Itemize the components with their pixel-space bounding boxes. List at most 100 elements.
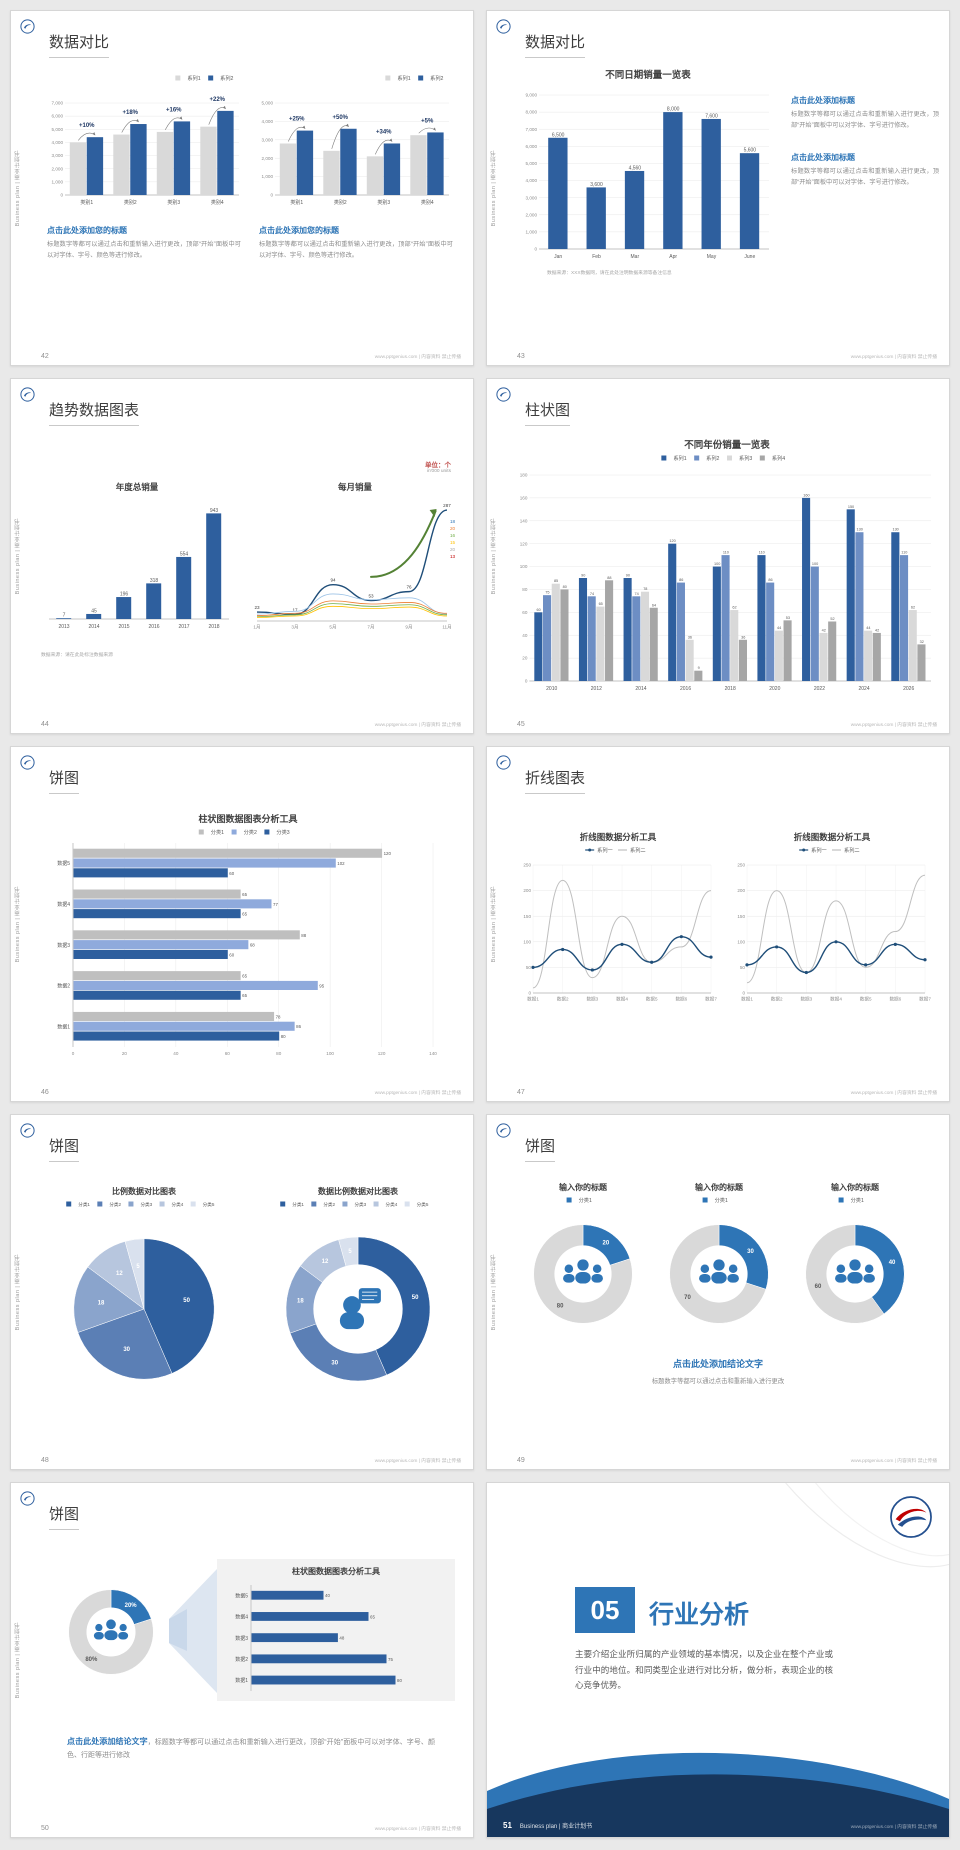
footer-site-text: www.pptgenius.com | 内容资料 禁止传播 (374, 1459, 461, 1464)
slide-46-hbar-chart[interactable]: Business plan | 商业计划书 饼图 柱状图数据图表分析工具 分类1 分… (10, 746, 474, 1102)
section-heading-row: 05 行业分析 (575, 1587, 845, 1633)
conclusion-heading: 点击此处添加结论文字 (67, 1737, 148, 1746)
slide-43-data-comparison[interactable]: Business plan | 商业计划书 数据对比 不同日期销量一览表 9,00… (486, 10, 950, 366)
page-number: 42 (41, 353, 49, 360)
text-block: 点击此处添加标题 标题数字等都可以通过点击和重新输入进行更改，顶部“开始”面板中… (791, 152, 939, 189)
svg-text:数据1: 数据1 (741, 996, 753, 1003)
svg-text:2016: 2016 (680, 686, 691, 692)
svg-text:44: 44 (866, 626, 870, 630)
svg-text:110: 110 (759, 551, 765, 555)
svg-text:数据2: 数据2 (235, 1656, 248, 1663)
svg-text:0: 0 (528, 991, 531, 996)
svg-text:类别2: 类别2 (334, 199, 347, 206)
svg-text:44: 44 (777, 626, 781, 630)
svg-text:20: 20 (603, 1240, 610, 1246)
svg-text:318: 318 (150, 578, 159, 584)
slide-side-text: Business plan | 商业计划书 (15, 885, 21, 963)
donut-chart-1: 输入你的标题 分类1 20 80 (517, 1181, 649, 1341)
section-number: 05 (575, 1587, 635, 1633)
svg-text:4,000: 4,000 (526, 178, 538, 183)
svg-text:80: 80 (276, 1051, 282, 1056)
svg-text:65: 65 (370, 1614, 375, 1619)
svg-text:类别4: 类别4 (421, 199, 434, 206)
svg-text:30: 30 (331, 1360, 338, 1366)
svg-text:120: 120 (384, 851, 392, 856)
slide-title: 折线图表 (525, 767, 586, 794)
slide-42-data-comparison[interactable]: Business plan | 商业计划书 数据对比 系列1 系列2 7,000 6,… (10, 10, 474, 366)
svg-text:40: 40 (325, 1593, 330, 1598)
svg-text:76: 76 (406, 585, 412, 590)
slide-49-donut-charts[interactable]: Business plan | 商业计划书 饼图 输入你的标题 分类1 20 80 输… (486, 1114, 950, 1470)
svg-text:65: 65 (599, 602, 603, 606)
svg-text:5月: 5月 (329, 625, 336, 631)
svg-text:类别3: 类别3 (167, 199, 180, 206)
slide-footer: 49 www.pptgenius.com | 内容资料 禁止传播 (487, 1457, 949, 1464)
svg-text:68: 68 (250, 943, 255, 948)
svg-text:数据5: 数据5 (860, 996, 872, 1003)
slide-44-trend-charts[interactable]: Business plan | 商业计划书 趋势数据图表 单位：个 in'000… (10, 378, 474, 734)
svg-text:2016: 2016 (148, 624, 159, 630)
svg-text:6,000: 6,000 (52, 114, 64, 119)
company-logo-icon (889, 1495, 933, 1539)
page-number: 43 (517, 353, 525, 360)
block-body: 标题数字等都可以通过点击和重新输入进行更改，顶部“开始”面板中可以对字体、字号进… (791, 111, 939, 129)
svg-text:5,600: 5,600 (744, 148, 757, 154)
svg-text:110: 110 (723, 551, 729, 555)
svg-text:+18%: +18% (122, 110, 138, 116)
slide-title: 数据对比 (525, 31, 586, 58)
svg-text:Feb: Feb (592, 254, 601, 260)
svg-text:+34%: +34% (376, 129, 392, 135)
slide-title: 数据对比 (49, 31, 110, 58)
footer-site-text: www.pptgenius.com | 内容资料 禁止传播 (850, 1459, 937, 1464)
svg-text:数据比例数据对比图表: 数据比例数据对比图表 (318, 1186, 399, 1196)
wave-decoration (487, 1752, 949, 1837)
logo-icon (496, 387, 511, 402)
conclusion-paragraph: 点击此处添加结论文字，标题数字等都可以通过点击和重新输入进行更改，顶部“开始”面… (67, 1735, 435, 1762)
slide-footer: 43 www.pptgenius.com | 内容资料 禁止传播 (487, 353, 949, 360)
svg-text:80: 80 (557, 1304, 564, 1310)
svg-text:May: May (707, 254, 717, 260)
svg-text:数据5: 数据5 (646, 996, 658, 1003)
svg-text:2017: 2017 (178, 624, 189, 630)
svg-text:比例数据对比图表: 比例数据对比图表 (112, 1186, 177, 1196)
svg-text:74: 74 (590, 592, 594, 596)
slide-footer: 46 www.pptgenius.com | 内容资料 禁止传播 (11, 1089, 473, 1096)
svg-text:7,000: 7,000 (52, 101, 64, 106)
slide-47-line-charts[interactable]: Business plan | 商业计划书 折线图表 折线图数据分析工具 系列一 系… (486, 746, 950, 1102)
svg-text:数据7: 数据7 (705, 996, 717, 1003)
conclusion-heading: 点击此处添加结论文字 (672, 1359, 763, 1369)
svg-text:60: 60 (225, 1051, 231, 1056)
svg-text:65: 65 (242, 912, 247, 917)
svg-text:输入你的标题: 输入你的标题 (559, 1182, 608, 1192)
annual-sales-bar-chart: 年度总销量 7 45 196 318 554 943 2013 2014 2015 2016 2017… (39, 481, 235, 631)
background-arcs-decoration (785, 1483, 949, 1568)
svg-text:0: 0 (60, 193, 63, 198)
slide-51-section-divider[interactable]: 05 行业分析 主要介绍企业所归属的产业领域的基本情况，以及企业在整个产业或行业… (486, 1482, 950, 1838)
svg-text:48: 48 (339, 1636, 344, 1641)
svg-text:20%: 20% (125, 1603, 138, 1609)
svg-text:9,000: 9,000 (526, 93, 538, 98)
svg-text:输入你的标题: 输入你的标题 (695, 1182, 744, 1192)
daily-sales-bar-chart: 不同日期销量一览表 9,000 8,000 7,000 6,000 5,000 4,000 3… (521, 69, 775, 261)
svg-text:53: 53 (368, 594, 374, 599)
slide-45-column-chart[interactable]: Business plan | 商业计划书 柱状图 不同年份销量一览表 系列1 系列… (486, 378, 950, 734)
svg-text:160: 160 (520, 495, 528, 500)
footer-site-text: www.pptgenius.com | 内容资料 禁止传播 (374, 1827, 461, 1832)
data-source-note: 数据来源：XXX数据网，请在此处注明数据来源等备注信息 (547, 271, 672, 276)
grouped-bar-chart-left: 系列1 系列2 7,000 6,000 5,000 4,000 3,000 2,000 1,00… (47, 73, 245, 207)
svg-text:+22%: +22% (209, 97, 225, 103)
svg-text:柱状图数据图表分析工具: 柱状图数据图表分析工具 (292, 1566, 380, 1576)
slide-title: 趋势数据图表 (49, 399, 140, 426)
section-block: 05 行业分析 主要介绍企业所归属的产业领域的基本情况，以及企业在整个产业或行业… (575, 1587, 845, 1694)
slide-title: 饼图 (49, 1503, 80, 1530)
svg-text:80: 80 (522, 587, 528, 592)
svg-text:70: 70 (684, 1295, 691, 1301)
slide-50-donut-summary[interactable]: Business plan | 商业计划书 饼图 20% 80% 柱状图数据图表分… (10, 1482, 474, 1838)
svg-text:65: 65 (242, 993, 247, 998)
svg-text:140: 140 (429, 1051, 437, 1056)
svg-text:85: 85 (554, 579, 558, 583)
svg-text:196: 196 (120, 592, 129, 598)
svg-text:18: 18 (297, 1298, 304, 1304)
slide-48-pie-charts[interactable]: Business plan | 商业计划书 饼图 比例数据对比图表 分类1 分类2 分… (10, 1114, 474, 1470)
slide-side-text: Business plan | 商业计划书 (15, 1253, 21, 1331)
